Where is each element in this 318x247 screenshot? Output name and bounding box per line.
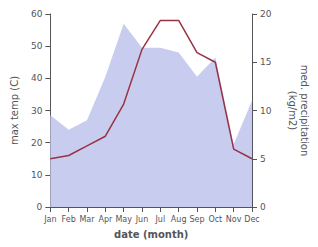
svg-text:May: May (115, 215, 132, 224)
svg-text:Jul: Jul (155, 215, 166, 224)
svg-text:Apr: Apr (98, 215, 113, 224)
svg-text:Nov: Nov (226, 215, 242, 224)
svg-text:Jan: Jan (43, 215, 56, 224)
svg-text:date (month): date (month) (114, 229, 188, 240)
svg-text:Jun: Jun (135, 215, 149, 224)
svg-text:50: 50 (31, 41, 43, 51)
svg-text:10: 10 (260, 106, 272, 116)
svg-text:Aug: Aug (171, 215, 187, 224)
svg-text:0: 0 (37, 202, 43, 212)
svg-text:0: 0 (260, 202, 266, 212)
svg-text:Mar: Mar (79, 215, 95, 224)
svg-text:40: 40 (31, 73, 43, 83)
svg-text:Oct: Oct (208, 215, 222, 224)
svg-text:Dec: Dec (244, 215, 259, 224)
svg-text:5: 5 (260, 154, 266, 164)
svg-text:20: 20 (260, 9, 272, 19)
svg-text:15: 15 (260, 57, 271, 67)
svg-text:max temp (C): max temp (C) (9, 76, 20, 145)
svg-text:med. precipitation: med. precipitation (299, 65, 310, 157)
svg-text:60: 60 (31, 9, 43, 19)
svg-text:10: 10 (31, 170, 43, 180)
svg-text:Feb: Feb (62, 215, 76, 224)
svg-text:30: 30 (31, 106, 43, 116)
svg-text:Sep: Sep (189, 215, 204, 224)
svg-text:(kg/m2): (kg/m2) (287, 91, 298, 131)
svg-text:20: 20 (31, 138, 43, 148)
